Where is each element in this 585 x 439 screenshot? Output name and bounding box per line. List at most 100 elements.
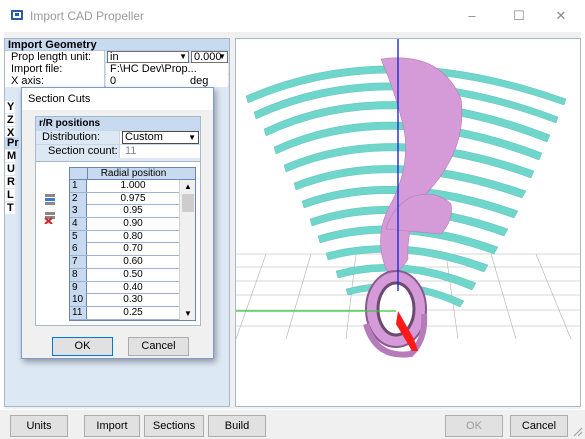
table-row[interactable]: 5 0.80 [70,230,179,244]
row-number: 6 [70,243,87,256]
minimize-button[interactable]: – [468,8,476,23]
section-count-row: Section count: 11 [36,144,200,158]
distribution-value: Custom [125,131,163,143]
property-fragment: Z [5,114,15,126]
propeller-render [236,39,580,358]
property-fragment: R [5,176,15,188]
table-row[interactable]: 4 0.90 [70,218,179,231]
table-row[interactable]: 10 0.30 [70,294,179,307]
radial-value[interactable]: 0.80 [123,230,143,242]
propeller-app-icon [11,10,23,20]
property-key: X axis: [5,75,105,87]
table-row[interactable]: 8 0.50 [70,268,179,282]
property-fragment: X [5,127,15,139]
build-button[interactable]: Build [208,415,266,437]
row-number: 3 [70,205,87,218]
x-axis-unit: deg [190,75,209,87]
section-cuts-dialog: Section Cuts r/R positions Distribution:… [21,87,214,359]
length-unit-value: in [110,51,119,63]
section-count-value: 11 [125,145,137,157]
import-file-value[interactable]: F:\HC Dev\Prop... [106,63,228,75]
property-key: Import file: [5,63,105,75]
radial-table-container: Radial position 1 1.000 2 0.975 3 0.95 4 0.9… [35,161,201,326]
chevron-down-icon: ▼ [188,133,196,142]
row-number: 4 [70,218,87,231]
radial-value[interactable]: 0.50 [123,268,143,280]
radial-value[interactable]: 0.975 [120,192,146,204]
units-button[interactable]: Units [10,415,68,437]
radial-value[interactable]: 0.30 [123,294,143,306]
property-fragment: T [5,202,15,214]
radial-value[interactable]: 0.25 [123,306,143,318]
dialog-title: Section Cuts [28,93,91,105]
row-number: 2 [70,192,87,205]
table-header: Radial position [70,168,195,180]
table-row[interactable]: 11 0.25 [70,306,179,320]
row-number: 10 [70,294,87,307]
hub-mesh [363,57,463,358]
distribution-row: Distribution: Custom ▼ [36,130,200,144]
property-fragment: L [5,189,15,201]
scroll-thumb[interactable] [182,194,194,212]
radial-value[interactable]: 0.90 [123,218,143,230]
row-number: 11 [70,306,87,319]
row-number: 9 [70,281,87,294]
x-axis-number: 0 [110,75,117,87]
length-unit-select[interactable]: in ▼ [107,51,189,63]
cancel-button[interactable]: Cancel [510,415,568,437]
distribution-select[interactable]: Custom ▼ [122,131,199,144]
resize-grip-icon[interactable] [573,427,583,437]
ground-grid [236,253,580,340]
close-button[interactable]: ✕ [555,8,567,23]
row-number: 1 [70,180,87,192]
x-axis-value[interactable]: 0 deg [106,75,228,87]
import-button[interactable]: Import [84,415,140,437]
radial-value[interactable]: 1.000 [120,180,146,191]
dialog-cancel-button[interactable]: Cancel [128,337,189,356]
sections-button[interactable]: Sections [144,415,204,437]
distribution-label: Distribution: [36,131,120,144]
property-row-x-axis: X axis: 0 deg [5,75,229,87]
precision-select[interactable]: 0.000 ▼ [191,51,228,63]
property-fragment: U [5,163,15,175]
group-title: r/R positions [36,117,200,130]
bottom-toolbar: Units Import Sections Build OK Cancel [0,410,585,439]
row-number: 5 [70,230,87,243]
table-row[interactable]: 1 1.000 [70,180,179,193]
table-row[interactable]: 3 0.95 [70,205,179,219]
table-row[interactable]: 7 0.60 [70,256,179,269]
property-fragment: Y [5,101,15,113]
row-number: 8 [70,268,87,281]
ok-button[interactable]: OK [445,415,503,437]
radial-value[interactable]: 0.70 [123,243,143,255]
maximize-button[interactable]: ☐ [513,8,525,23]
3d-viewport[interactable] [235,38,581,407]
radial-value[interactable]: 0.40 [123,281,143,293]
property-fragment: M [5,150,17,162]
radial-value[interactable]: 0.60 [123,256,143,268]
scroll-up-icon[interactable]: ▲ [184,182,192,191]
property-fragment: Pr [5,137,19,149]
dialog-title-bar: Section Cuts [22,88,213,110]
radial-value[interactable]: 0.95 [123,205,143,217]
window-title-bar: Import CAD Propeller – ☐ ✕ [0,0,585,30]
property-grid: Import Geometry Prop length unit: in ▼ 0… [5,39,229,87]
dialog-ok-button[interactable]: OK [52,337,113,356]
property-key: Prop length unit: [5,51,105,63]
table-row[interactable]: 2 0.975 [70,192,179,206]
section-header-import-geometry: Import Geometry [5,39,229,51]
delete-row-icon[interactable] [44,211,57,224]
table-row[interactable]: 9 0.40 [70,281,179,295]
section-count-label: Section count: [36,145,120,158]
chevron-down-icon: ▼ [218,52,226,61]
add-row-icon[interactable] [44,193,57,206]
table-scrollbar[interactable]: ▲ ▼ [179,180,195,320]
row-number: 7 [70,256,87,269]
property-row-import-file: Import file: F:\HC Dev\Prop... [5,63,229,75]
highlighted-section [396,311,418,351]
scroll-down-icon[interactable]: ▼ [184,309,192,318]
table-row[interactable]: 6 0.70 [70,243,179,257]
chevron-down-icon: ▼ [179,52,187,61]
radial-position-table[interactable]: Radial position 1 1.000 2 0.975 3 0.95 4 0.9… [69,167,196,321]
